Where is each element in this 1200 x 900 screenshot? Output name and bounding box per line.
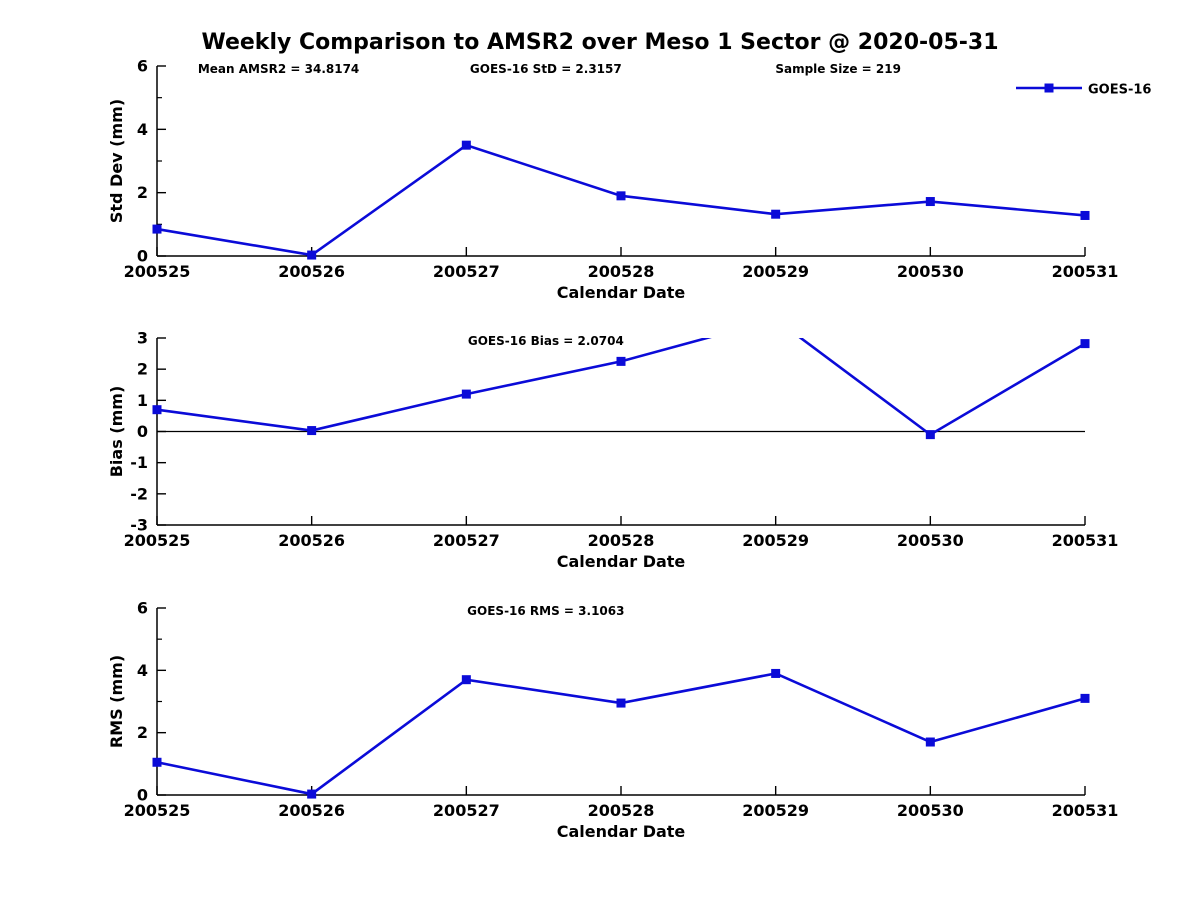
data-point-marker	[1080, 693, 1090, 703]
series-group	[152, 140, 1090, 260]
x-tick-label: 200525	[124, 531, 191, 550]
subplot-std-dev: 0 2 4 6 200525 200526 200527 200528 200529 200530…	[107, 57, 1151, 303]
legend: GOES-16	[1016, 83, 1151, 98]
data-point-marker	[925, 430, 935, 440]
x-tick-label: 200530	[897, 531, 964, 550]
subplot-bias: -3 -2 -1 0 1 2 3 200525 200526 200527 200528 200529…	[107, 315, 1119, 572]
series-group	[152, 315, 1090, 440]
x-tick-label: 200530	[897, 801, 964, 820]
y-tick-label: -1	[130, 453, 148, 472]
data-point-marker	[1080, 339, 1090, 349]
x-tick-label: 200526	[278, 531, 345, 550]
x-tick-label: 200531	[1052, 262, 1119, 281]
data-point-marker	[616, 698, 626, 708]
x-tick-label: 200525	[124, 801, 191, 820]
x-axis-title: Calendar Date	[557, 283, 686, 302]
x-tick-label: 200528	[588, 801, 655, 820]
x-tick-label: 200525	[124, 262, 191, 281]
data-point-marker	[461, 140, 471, 150]
subplot-rms: 0 2 4 6 200525 200526 200527 200528 200529 200530…	[107, 599, 1118, 842]
data-point-marker	[925, 197, 935, 207]
data-point-marker	[152, 757, 162, 767]
y-tick-label: 3	[137, 329, 148, 348]
data-point-marker	[771, 668, 781, 678]
x-tick-label: 200528	[588, 531, 655, 550]
x-tick-label: 200531	[1052, 531, 1119, 550]
annotation-label: GOES-16 StD = 2.3157	[470, 62, 622, 76]
x-tick-label: 200530	[897, 262, 964, 281]
data-point-marker	[616, 191, 626, 201]
y-tick-label: 0	[137, 786, 148, 805]
series-group	[152, 668, 1090, 799]
y-tick-label: 6	[137, 57, 148, 76]
x-tick-label: 200529	[742, 262, 809, 281]
data-point-marker	[771, 209, 781, 219]
y-axis-title: Std Dev (mm)	[107, 99, 126, 223]
page-title: Weekly Comparison to AMSR2 over Meso 1 S…	[201, 30, 999, 55]
y-tick-label: 0	[137, 247, 148, 266]
data-point-marker	[307, 426, 317, 436]
data-point-marker	[152, 405, 162, 415]
x-tick-label: 200527	[433, 801, 500, 820]
y-tick-label: 2	[137, 723, 148, 742]
legend-marker	[1044, 83, 1054, 93]
annotation-label: GOES-16 Bias = 2.0704	[468, 334, 624, 348]
x-tick-label: 200529	[742, 531, 809, 550]
y-tick-label: 4	[137, 661, 148, 680]
x-tick-label: 200527	[433, 531, 500, 550]
x-tick-label: 200526	[278, 801, 345, 820]
data-point-marker	[461, 675, 471, 685]
data-point-marker	[307, 250, 317, 260]
y-axis-title: RMS (mm)	[107, 655, 126, 748]
x-tick-label: 200528	[588, 262, 655, 281]
x-axis-title: Calendar Date	[557, 552, 686, 571]
annotation-label: GOES-16 RMS = 3.1063	[467, 604, 624, 618]
data-point-marker	[461, 389, 471, 399]
x-axis-title: Calendar Date	[557, 822, 686, 841]
data-point-marker	[925, 737, 935, 747]
data-point-marker	[1080, 210, 1090, 220]
data-point-marker	[152, 224, 162, 234]
data-point-marker	[771, 315, 780, 324]
data-point-marker	[616, 356, 626, 366]
y-tick-label: -2	[130, 484, 148, 503]
x-tick-label: 200527	[433, 262, 500, 281]
annotation-label: Mean AMSR2 = 34.8174	[198, 62, 359, 76]
y-tick-label: 0	[137, 422, 148, 441]
y-tick-label: 2	[137, 183, 148, 202]
x-tick-label: 200531	[1052, 801, 1119, 820]
y-tick-label: 1	[137, 391, 148, 410]
annotation-label: Sample Size = 219	[775, 62, 901, 76]
x-tick-label: 200526	[278, 262, 345, 281]
y-tick-label: -3	[130, 516, 148, 535]
series-line	[156, 672, 1086, 796]
y-tick-label: 6	[137, 599, 148, 618]
x-tick-label: 200529	[742, 801, 809, 820]
data-point-marker	[307, 789, 317, 799]
y-tick-label: 4	[137, 120, 148, 139]
legend-label: GOES-16	[1088, 83, 1151, 98]
y-axis-title: Bias (mm)	[107, 386, 126, 478]
y-tick-label: 2	[137, 360, 148, 379]
